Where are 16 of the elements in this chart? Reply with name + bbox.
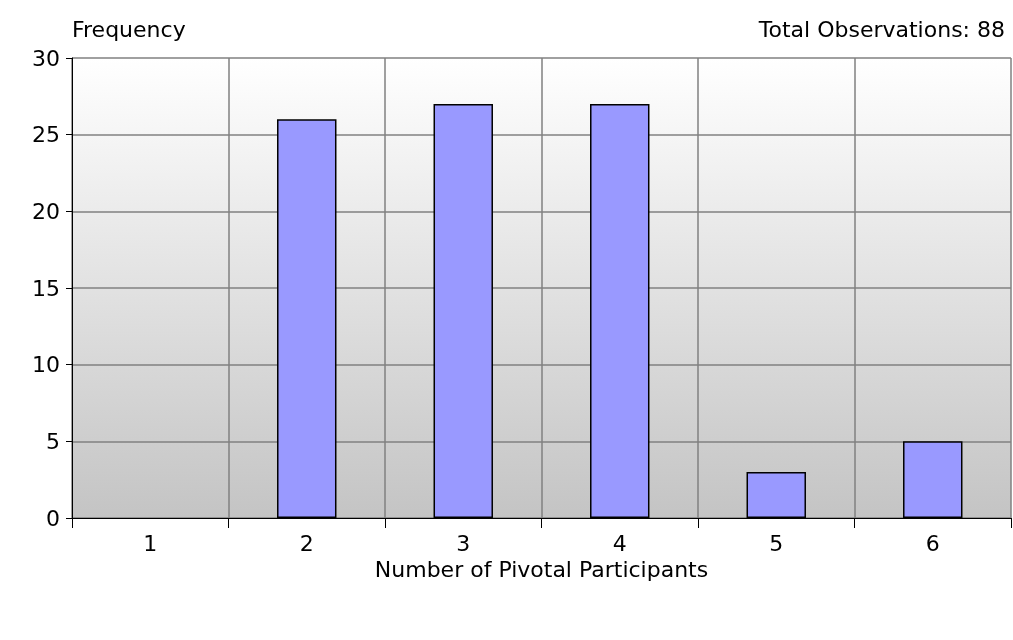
y-tick-label: 0 bbox=[46, 505, 60, 531]
y-tick-label: 25 bbox=[32, 122, 60, 148]
x-tick-label: 3 bbox=[456, 530, 471, 556]
y-tick-label: 20 bbox=[32, 198, 60, 224]
x-tick-label: 5 bbox=[769, 530, 784, 556]
x-tick-label: 1 bbox=[143, 530, 158, 556]
x-tick-label: 6 bbox=[925, 530, 940, 556]
y-axis-title: Frequency bbox=[72, 16, 186, 42]
text: Total Observations: 88 bbox=[757, 16, 1005, 42]
x-axis-title: Number of Pivotal Participants bbox=[374, 557, 709, 583]
y-tick-label: 10 bbox=[32, 352, 60, 378]
y-tick-label: 30 bbox=[32, 45, 60, 71]
y-tick-label: 15 bbox=[32, 275, 60, 301]
y-tick-label: 5 bbox=[46, 428, 60, 454]
x-tick-label: 2 bbox=[299, 530, 314, 556]
x-tick-label: 4 bbox=[612, 530, 627, 556]
